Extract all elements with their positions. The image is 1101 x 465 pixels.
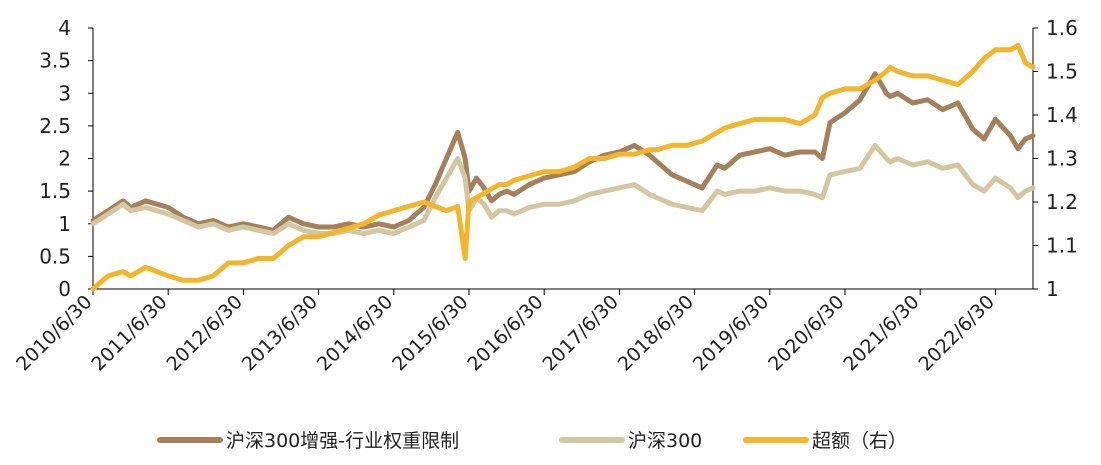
x-tick-label: 2016/6/30 — [463, 291, 547, 375]
legend: 沪深300增强-行业权重限制 沪深300 超额（右） — [157, 430, 907, 452]
right-y-axis: 1 1.1 1.2 1.3 1.4 1.5 1.6 — [1032, 16, 1078, 301]
x-tick-label: 2010/6/30 — [12, 291, 96, 375]
x-tick-label: 2022/6/30 — [914, 291, 998, 375]
series-line-1 — [90, 142, 1036, 236]
legend-label-2: 超额（右） — [812, 430, 907, 452]
left-tick-label: 0 — [58, 277, 71, 301]
x-tick-label: 2020/6/30 — [764, 291, 848, 375]
right-tick-label: 1.5 — [1046, 60, 1078, 84]
x-tick-label: 2012/6/30 — [162, 291, 246, 375]
right-tick-label: 1 — [1046, 277, 1059, 301]
left-tick-label: 3 — [58, 81, 71, 105]
legend-label-1: 沪深300 — [628, 430, 702, 452]
left-tick-label: 0.5 — [39, 244, 71, 268]
x-tick-label: 2015/6/30 — [388, 291, 472, 375]
left-tick-label: 4 — [58, 16, 71, 40]
x-tick-label: 2011/6/30 — [87, 291, 171, 375]
x-tick-label: 2014/6/30 — [313, 291, 397, 375]
left-tick-label: 2 — [58, 147, 71, 171]
right-tick-label: 1.2 — [1046, 190, 1078, 214]
right-tick-label: 1.4 — [1046, 103, 1078, 127]
left-tick-label: 3.5 — [39, 49, 71, 73]
x-tick-label: 2017/6/30 — [538, 291, 622, 375]
left-y-axis: 0 0.5 1 1.5 2 2.5 3 3.5 4 — [39, 16, 94, 301]
x-tick-label: 2018/6/30 — [614, 291, 698, 375]
left-tick-label: 2.5 — [39, 114, 71, 138]
x-tick-label: 2019/6/30 — [689, 291, 773, 375]
right-tick-label: 1.1 — [1046, 234, 1078, 258]
left-tick-label: 1 — [58, 212, 71, 236]
series-layer — [90, 42, 1036, 292]
left-tick-label: 1.5 — [39, 179, 71, 203]
right-tick-label: 1.3 — [1046, 147, 1078, 171]
x-tick-label: 2021/6/30 — [839, 291, 923, 375]
x-tick-label: 2013/6/30 — [238, 291, 322, 375]
x-axis: 2010/6/302011/6/302012/6/302013/6/302014… — [12, 288, 1033, 375]
series-line-0 — [90, 71, 1036, 233]
legend-label-0: 沪深300增强-行业权重限制 — [226, 430, 459, 452]
series-line-2 — [90, 42, 1036, 292]
right-tick-label: 1.6 — [1046, 16, 1078, 40]
